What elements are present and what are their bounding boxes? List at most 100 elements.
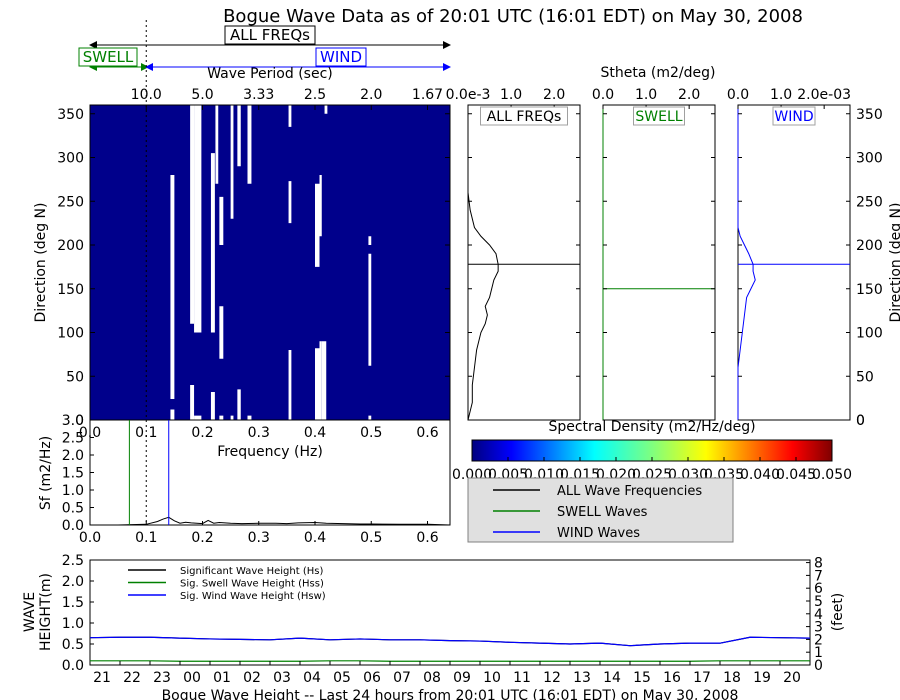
heatmap-ytick-label: 200 bbox=[57, 238, 84, 254]
height-legend-label: Significant Wave Height (Hs) bbox=[180, 566, 323, 577]
height-xtick-label: 05 bbox=[333, 670, 351, 686]
wind-label: WIND bbox=[320, 48, 362, 66]
heatmap-gap-4-0 bbox=[215, 105, 219, 184]
wind-ytick-label: 150 bbox=[856, 282, 883, 298]
heatmap-ytick-label: 350 bbox=[57, 107, 84, 123]
height-right-tick-label: 0 bbox=[814, 658, 823, 674]
heatmap-gap-12-0 bbox=[321, 341, 327, 420]
height-right-tick-label: 4 bbox=[814, 607, 823, 623]
frequency-spectrum-panel: 0.00.51.01.52.02.50.00.00.10.10.20.20.30… bbox=[38, 419, 451, 546]
heatmap-ytick-label: 150 bbox=[57, 282, 84, 298]
height-xtick-label: 14 bbox=[603, 670, 621, 686]
swell-direction-panel: 0.0 1.0 2.0 SWELL bbox=[592, 87, 716, 421]
height-xtick-label: 15 bbox=[633, 670, 651, 686]
wind-ytick-label: 100 bbox=[856, 326, 883, 342]
heatmap-gap-14-1 bbox=[368, 253, 372, 366]
heatmap-top-xlabel: Wave Period (sec) bbox=[207, 66, 333, 82]
spectrum-xtick-label: 0.2 bbox=[191, 530, 213, 546]
wind-arrow-right bbox=[443, 63, 451, 71]
height-xtick-label: 03 bbox=[273, 670, 291, 686]
swell-title-box bbox=[633, 106, 685, 126]
wind-xtick-label: 0.0 bbox=[727, 87, 749, 103]
heatmap-gap-8-0 bbox=[247, 415, 252, 420]
heatmap-top-tick-label: 10.0 bbox=[131, 87, 162, 103]
spectrum-xtick-label: 0.1 bbox=[135, 530, 157, 546]
heatmap-gap-14-0 bbox=[368, 415, 372, 420]
height-ytick-label: 0.0 bbox=[62, 658, 84, 674]
wind-xtick-label: 2.0e-03 bbox=[797, 87, 851, 103]
all-freqs-label: ALL FREQs bbox=[230, 26, 310, 44]
height-frame bbox=[89, 559, 811, 666]
height-xtick-label: 21 bbox=[93, 670, 111, 686]
heatmap-background bbox=[90, 105, 450, 420]
height-xtick-label: 01 bbox=[213, 670, 231, 686]
heatmap-gap-0-0 bbox=[170, 409, 175, 420]
height-xtick-label: 13 bbox=[573, 670, 591, 686]
heatmap-gap-13-0 bbox=[324, 105, 328, 114]
wind-ylabel: Direction (deg N) bbox=[888, 203, 900, 323]
colorbar-label: Spectral Density (m2/Hz/deg) bbox=[548, 419, 755, 435]
spectrum-ytick-label: 2.0 bbox=[62, 448, 84, 464]
spectrum-xtick-label: 0.5 bbox=[360, 530, 382, 546]
swell-xtick-label: 1.0 bbox=[635, 87, 657, 103]
heatmap-gap-5-2 bbox=[219, 196, 224, 245]
height-legend-label: Sig. Swell Wave Height (Hss) bbox=[180, 579, 324, 590]
heatmap-xtick-label: 0.6 bbox=[416, 425, 438, 441]
all-freqs-frame bbox=[467, 104, 581, 421]
heatmap-gap-9-1 bbox=[288, 181, 292, 224]
heatmap-xtick-label: 0.3 bbox=[248, 425, 270, 441]
heatmap-xtick-label: 0.4 bbox=[304, 425, 326, 441]
swell-xtick-label: 2.0 bbox=[678, 87, 700, 103]
heatmap-gap-1-1 bbox=[190, 105, 195, 324]
height-ytick-label: 2.0 bbox=[62, 574, 84, 590]
height-xtick-label: 12 bbox=[543, 670, 561, 686]
height-xtick-label: 00 bbox=[183, 670, 201, 686]
height-xtick-label: 20 bbox=[783, 670, 801, 686]
spectrum-ytick-label: 2.5 bbox=[62, 431, 84, 447]
heatmap-gap-7-1 bbox=[237, 105, 241, 167]
heatmap-gap-1-0 bbox=[190, 385, 195, 420]
height-xtick-label: 10 bbox=[483, 670, 501, 686]
heatmap-xlabel: Frequency (Hz) bbox=[217, 444, 323, 460]
all-freqs-xtick-label: 2.0 bbox=[543, 87, 565, 103]
heatmap-gap-9-2 bbox=[288, 105, 292, 127]
colorbar: Spectral Density (m2/Hz/deg) 0.0000.0050… bbox=[452, 419, 852, 483]
wind-ytick-label: 300 bbox=[856, 151, 883, 167]
chart-title: Bogue Wave Data as of 20:01 UTC (16:01 E… bbox=[223, 6, 803, 27]
spectrum-ytick-label: 0.5 bbox=[62, 501, 84, 517]
wind-ytick-label: 350 bbox=[856, 107, 883, 123]
height-ylabel-line1: WAVE bbox=[22, 592, 38, 632]
wind-title-box bbox=[772, 106, 816, 126]
heatmap-gap-10-1 bbox=[315, 183, 320, 267]
spectrum-line bbox=[90, 516, 451, 526]
wind-frame bbox=[737, 104, 851, 421]
height-xtick-label: 22 bbox=[123, 670, 141, 686]
all-freqs-xtick-label: 0.0e-3 bbox=[446, 87, 491, 103]
height-right-ylabel: (feet) bbox=[830, 593, 846, 632]
heatmap-gap-11-1 bbox=[319, 175, 322, 237]
legend-label: WIND Waves bbox=[557, 526, 640, 541]
heatmap-gap-8-1 bbox=[247, 105, 252, 184]
wind-box bbox=[315, 47, 367, 67]
heatmap-ytick-label: 250 bbox=[57, 194, 84, 210]
all-freqs-box bbox=[224, 25, 316, 45]
height-right-tick-label: 8 bbox=[814, 556, 823, 572]
all-freqs-direction-panel: 0.0e-3 1.0 2.0 ALL FREQs bbox=[446, 87, 581, 421]
all-freqs-xtick-label: 1.0 bbox=[500, 87, 522, 103]
heatmap-top-tick-label: 2.0 bbox=[360, 87, 382, 103]
height-xtick-label: 07 bbox=[393, 670, 411, 686]
spectrum-xtick-label: 0.6 bbox=[416, 530, 438, 546]
colorbar-tick-label: 0.040 bbox=[740, 467, 780, 483]
heatmap-gap-9-0 bbox=[288, 350, 292, 420]
height-right-tick-label: 2 bbox=[814, 632, 823, 648]
stheta-label: Stheta (m2/deg) bbox=[601, 65, 716, 81]
height-legend-label: Sig. Wind Wave Height (Hsw) bbox=[180, 591, 326, 602]
spectrum-ytick-label: 1.5 bbox=[62, 466, 84, 482]
height-xtick-label: 08 bbox=[423, 670, 441, 686]
spectrum-xtick-label: 0.0 bbox=[79, 530, 101, 546]
heatmap-gap-10-0 bbox=[315, 348, 320, 420]
heatmap-ytick-label: 100 bbox=[57, 326, 84, 342]
legend-label: SWELL Waves bbox=[557, 505, 648, 520]
